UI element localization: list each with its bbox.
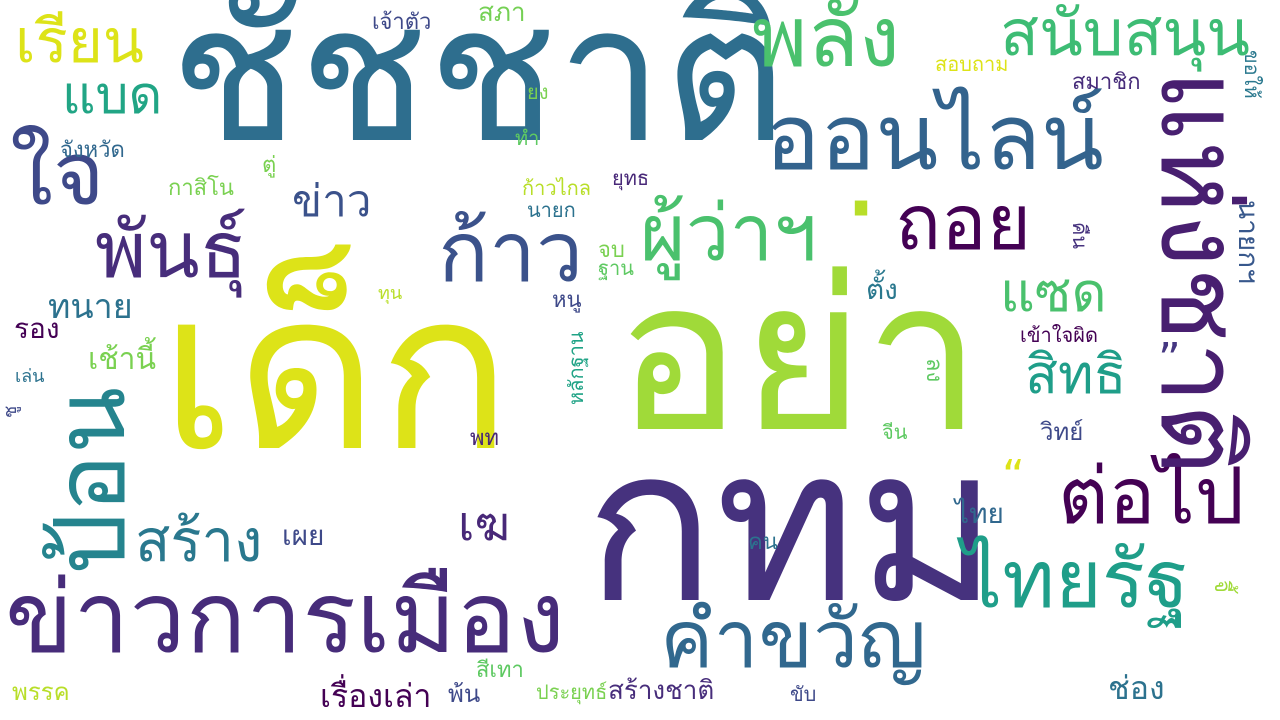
word-kao-klai: ก้าวไกล bbox=[522, 176, 591, 200]
word-thanai: ทนาย bbox=[48, 287, 133, 327]
word-len: เล่น bbox=[15, 366, 45, 387]
word-rian: เรียน bbox=[15, 7, 144, 77]
word-sanapsanun: สนับสนุน bbox=[1000, 0, 1250, 71]
word-online: ออนไลน์ bbox=[765, 84, 1104, 191]
word-dek: เด็ก bbox=[160, 244, 512, 500]
word-quote-close: ” bbox=[1158, 334, 1181, 385]
word-sopt-tham: สอบถาม bbox=[935, 52, 1009, 76]
word-baet: แบด bbox=[62, 66, 163, 126]
word-kho-hai: ขอให้ bbox=[1240, 50, 1264, 99]
word-tu: ตู่ bbox=[262, 153, 277, 178]
word-chong: ช่อง bbox=[1108, 669, 1165, 707]
word-sapha: สภา bbox=[478, 0, 526, 28]
word-saet: แซด bbox=[1000, 261, 1107, 324]
word-si-thao: สีเทา bbox=[476, 658, 524, 683]
word-toi: ถอย bbox=[895, 178, 1032, 267]
word-tham: ทำ bbox=[515, 126, 540, 150]
word-prayut: ประยุทธ์ bbox=[536, 680, 608, 704]
word-tang: ตั้ง bbox=[866, 273, 898, 306]
word-sit: สิทธิ bbox=[1025, 343, 1127, 406]
word-nu: หนู bbox=[552, 288, 582, 313]
word-khon: คน bbox=[748, 530, 778, 555]
word-phalang: พลัง bbox=[752, 0, 900, 86]
word-phon-pn: พ้น bbox=[448, 680, 481, 708]
word-jop: จบ bbox=[598, 238, 625, 263]
word-kao: ก้าว bbox=[438, 203, 584, 301]
word-samachik: สมาชิก bbox=[1072, 70, 1141, 95]
word-chai: ใจ bbox=[10, 122, 105, 225]
word-chaoni: เช้านี้ bbox=[88, 342, 156, 377]
word-khao-kan-mueang: ข่าวการเมือง bbox=[5, 559, 566, 676]
word-wit: วิทย์ bbox=[1040, 418, 1084, 446]
word-khamkhwan: คำขวัญ bbox=[660, 593, 927, 686]
word-khap: ขับ bbox=[790, 682, 817, 706]
word-jee: จี้ bbox=[1209, 580, 1234, 593]
word-long: ลง bbox=[921, 358, 946, 383]
word-yong: ยง bbox=[527, 80, 549, 104]
word-kthm: กทม bbox=[585, 400, 999, 651]
word-dot: · bbox=[842, 140, 881, 279]
word-khao-jai-phit: เข้าใจผิด bbox=[1020, 323, 1098, 347]
word-changwat: จังหวัด bbox=[60, 138, 125, 163]
word-khao: ข่าว bbox=[292, 176, 372, 227]
word-phoei: เผย bbox=[282, 519, 325, 552]
word-than: ฐาน bbox=[598, 256, 634, 280]
word-kasino: กาสิโน bbox=[168, 176, 234, 201]
word-thun: ทุน bbox=[378, 283, 403, 304]
word-khuen: คืน bbox=[1068, 222, 1092, 250]
word-chu: ชู bbox=[0, 405, 21, 418]
word-tor-pai: ต่อไป bbox=[1058, 452, 1245, 542]
word-lakthan: หลักฐาน bbox=[564, 331, 588, 406]
word-jin: จีน bbox=[882, 420, 908, 444]
word-phon: ป้อน bbox=[34, 386, 148, 575]
word-nayok-kh: นายกฯ bbox=[1232, 200, 1265, 284]
word-phak: พรรค bbox=[12, 678, 70, 706]
word-ke: เฆ bbox=[458, 496, 511, 552]
word-rueang-lao: เรื่องเล่า bbox=[320, 677, 432, 715]
word-quote-open: “ bbox=[1002, 451, 1025, 502]
word-rong: รอง bbox=[14, 312, 60, 345]
word-sang: สร้าง bbox=[135, 507, 263, 575]
word-phuwa: ผู้ว่าฯ bbox=[640, 189, 818, 279]
word-jaotua: เจ้าตัว bbox=[372, 10, 432, 35]
word-sang-chat: สร้างชาติ bbox=[608, 676, 715, 706]
word-thai: ไทย bbox=[955, 497, 1004, 530]
word-chatchart: ชัชชาติ bbox=[170, 0, 787, 185]
word-phan: พันธุ์ bbox=[95, 206, 248, 296]
word-phot: พท bbox=[470, 426, 500, 451]
word-nayok: นายก bbox=[527, 198, 576, 222]
word-ya: อย่า bbox=[615, 234, 983, 479]
word-thairath: ไทยรัฐ bbox=[962, 533, 1189, 626]
word-yut: ยุทธ bbox=[612, 166, 650, 190]
